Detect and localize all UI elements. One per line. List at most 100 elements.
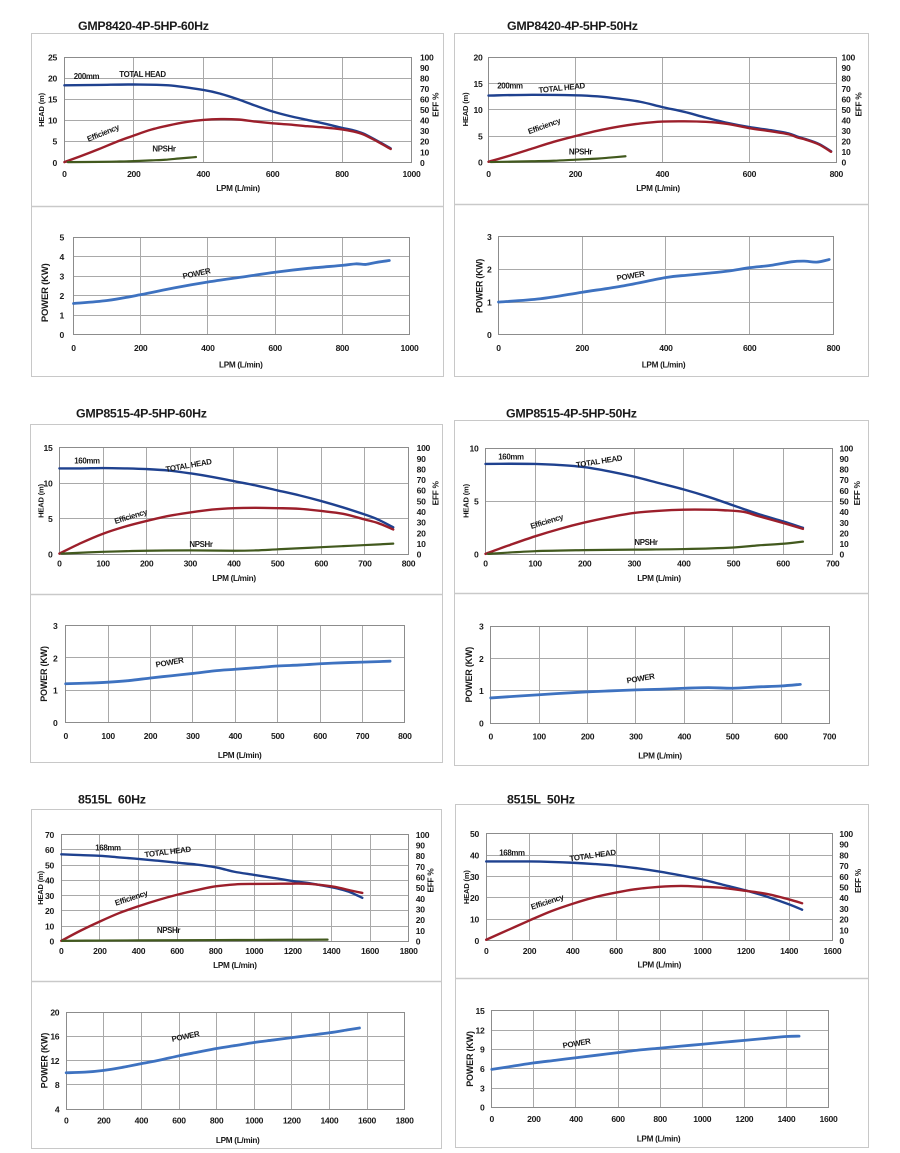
svg-text:100: 100	[528, 559, 542, 569]
svg-text:15: 15	[48, 95, 57, 105]
svg-text:200: 200	[578, 559, 592, 569]
svg-text:30: 30	[842, 126, 851, 136]
svg-text:20: 20	[417, 528, 426, 538]
svg-text:10: 10	[44, 479, 53, 489]
svg-text:0: 0	[57, 559, 62, 569]
svg-text:600: 600	[774, 732, 788, 742]
svg-text:30: 30	[416, 905, 425, 915]
svg-text:200: 200	[569, 169, 583, 179]
svg-text:HEAD (m): HEAD (m)	[37, 483, 46, 518]
svg-text:100: 100	[840, 443, 854, 453]
svg-text:HEAD (m): HEAD (m)	[462, 870, 471, 905]
svg-text:LPM (L/min): LPM (L/min)	[216, 184, 260, 193]
svg-text:0: 0	[483, 559, 488, 569]
svg-text:10: 10	[842, 147, 851, 157]
svg-text:POWER (KW): POWER (KW)	[40, 1033, 50, 1089]
svg-text:0: 0	[62, 169, 67, 179]
svg-text:200: 200	[97, 1116, 111, 1126]
svg-text:40: 40	[45, 876, 54, 886]
svg-text:600: 600	[313, 731, 327, 741]
svg-text:10: 10	[420, 147, 429, 157]
svg-text:60: 60	[839, 872, 848, 882]
svg-text:100: 100	[532, 732, 546, 742]
svg-text:100: 100	[416, 830, 430, 840]
svg-text:1000: 1000	[245, 946, 263, 956]
svg-text:60: 60	[417, 486, 426, 496]
svg-text:4: 4	[60, 252, 65, 262]
svg-text:50: 50	[840, 497, 849, 507]
svg-text:POWER (KW): POWER (KW)	[464, 647, 474, 703]
svg-text:800: 800	[827, 343, 841, 353]
svg-text:HEAD (m): HEAD (m)	[36, 870, 45, 905]
svg-text:15: 15	[44, 443, 53, 453]
svg-text:3: 3	[487, 232, 492, 242]
svg-text:30: 30	[45, 891, 54, 901]
svg-text:0: 0	[490, 1114, 495, 1124]
svg-text:0: 0	[53, 718, 58, 728]
svg-text:0: 0	[475, 936, 480, 946]
svg-text:1400: 1400	[320, 1116, 338, 1126]
svg-text:POWER (KW): POWER (KW)	[465, 1031, 475, 1087]
svg-text:8515L 50Hz: 8515L 50Hz	[507, 793, 575, 807]
svg-text:20: 20	[840, 528, 849, 538]
svg-text:400: 400	[569, 1114, 583, 1124]
svg-text:500: 500	[726, 732, 740, 742]
svg-text:60: 60	[840, 486, 849, 496]
svg-text:20: 20	[474, 53, 483, 63]
svg-text:160mm: 160mm	[498, 453, 524, 462]
svg-text:1000: 1000	[403, 169, 421, 179]
svg-text:160mm: 160mm	[74, 457, 100, 466]
svg-text:400: 400	[656, 169, 670, 179]
svg-text:200: 200	[134, 343, 148, 353]
svg-text:70: 70	[416, 862, 425, 872]
svg-text:500: 500	[271, 559, 285, 569]
svg-text:400: 400	[201, 343, 215, 353]
svg-text:1000: 1000	[401, 343, 419, 353]
svg-text:1200: 1200	[735, 1114, 753, 1124]
svg-text:5: 5	[53, 137, 58, 147]
svg-text:100: 100	[842, 53, 856, 63]
svg-text:5: 5	[474, 497, 479, 507]
svg-text:20: 20	[48, 73, 57, 83]
svg-text:600: 600	[743, 169, 757, 179]
svg-text:600: 600	[611, 1114, 625, 1124]
svg-text:2: 2	[479, 654, 484, 664]
svg-text:700: 700	[358, 559, 372, 569]
svg-text:LPM (L/min): LPM (L/min)	[637, 574, 681, 583]
svg-text:1200: 1200	[283, 1116, 301, 1126]
svg-text:0: 0	[420, 158, 425, 168]
svg-text:0: 0	[50, 937, 55, 947]
svg-text:0: 0	[839, 936, 844, 946]
svg-text:1: 1	[60, 310, 65, 320]
svg-text:12: 12	[476, 1025, 485, 1035]
svg-text:90: 90	[417, 454, 426, 464]
svg-text:0: 0	[416, 937, 421, 947]
svg-text:400: 400	[227, 559, 241, 569]
svg-text:EFF %: EFF %	[853, 480, 862, 505]
svg-text:20: 20	[416, 915, 425, 925]
svg-text:POWER (KW): POWER (KW)	[40, 263, 51, 322]
svg-text:80: 80	[417, 464, 426, 474]
svg-text:1800: 1800	[400, 946, 418, 956]
svg-text:1: 1	[487, 297, 492, 307]
svg-text:15: 15	[474, 79, 483, 89]
svg-text:30: 30	[839, 904, 848, 914]
svg-text:1200: 1200	[737, 946, 755, 956]
svg-text:300: 300	[184, 559, 198, 569]
svg-text:GMP8515-4P-5HP-50Hz: GMP8515-4P-5HP-50Hz	[506, 407, 637, 421]
svg-text:0: 0	[474, 550, 479, 560]
svg-text:10: 10	[48, 116, 57, 126]
svg-text:400: 400	[677, 559, 691, 569]
svg-text:60: 60	[842, 95, 851, 105]
svg-text:10: 10	[470, 915, 479, 925]
svg-text:LPM (L/min): LPM (L/min)	[636, 184, 680, 193]
svg-text:70: 70	[45, 830, 54, 840]
svg-text:NPSHr: NPSHr	[189, 540, 213, 549]
svg-text:400: 400	[229, 731, 243, 741]
svg-text:GMP8515-4P-5HP-60Hz: GMP8515-4P-5HP-60Hz	[76, 407, 207, 421]
svg-text:1400: 1400	[777, 1114, 795, 1124]
svg-text:NPSHr: NPSHr	[634, 538, 658, 547]
svg-text:0: 0	[478, 158, 483, 168]
svg-text:200: 200	[93, 946, 107, 956]
svg-text:20: 20	[420, 137, 429, 147]
